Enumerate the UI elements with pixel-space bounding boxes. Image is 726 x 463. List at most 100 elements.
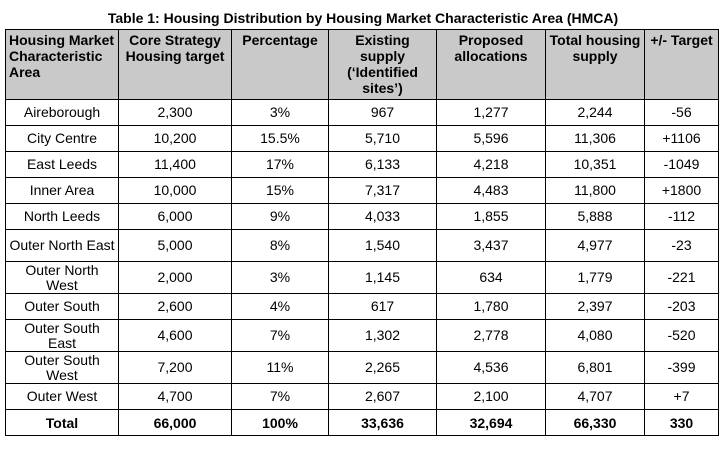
- cell-proposed-allocations: 3,437: [436, 229, 546, 262]
- table-header: Housing Market Characteristic Area Core …: [5, 29, 719, 100]
- cell-existing-supply: 1,145: [328, 261, 437, 294]
- cell-total-supply: 1,779: [545, 261, 645, 294]
- column-header-existing-supply: Existing supply (‘Identified sites’): [328, 29, 437, 100]
- cell-percentage: 4%: [231, 293, 329, 320]
- total-target: 66,000: [118, 409, 232, 436]
- cell-proposed-allocations: 1,855: [436, 203, 546, 230]
- cell-total-supply: 4,080: [545, 319, 645, 352]
- table-row: Outer North West 2,000 3% 1,145 634 1,77…: [5, 261, 719, 294]
- cell-area: City Centre: [5, 125, 119, 152]
- cell-total-supply: 6,801: [545, 351, 645, 384]
- total-percentage: 100%: [231, 409, 329, 436]
- cell-existing-supply: 617: [328, 293, 437, 320]
- cell-target: 6,000: [118, 203, 232, 230]
- cell-area: North Leeds: [5, 203, 119, 230]
- cell-target: 10,000: [118, 177, 232, 204]
- cell-percentage: 3%: [231, 99, 329, 126]
- cell-existing-supply: 7,317: [328, 177, 437, 204]
- total-proposed-allocations: 32,694: [436, 409, 546, 436]
- cell-target-difference: -399: [644, 351, 719, 384]
- cell-existing-supply: 1,540: [328, 229, 437, 262]
- cell-proposed-allocations: 1,780: [436, 293, 546, 320]
- table-caption: Table 1: Housing Distribution by Housing…: [107, 10, 619, 26]
- cell-target: 5,000: [118, 229, 232, 262]
- table-row: Outer South 2,600 4% 617 1,780 2,397 -20…: [5, 293, 719, 320]
- column-header-target-difference: +/- Target: [644, 29, 719, 100]
- cell-existing-supply: 967: [328, 99, 437, 126]
- cell-target: 11,400: [118, 151, 232, 178]
- table-row: City Centre 10,200 15.5% 5,710 5,596 11,…: [5, 125, 719, 152]
- column-header-core-strategy-target: Core Strategy Housing target: [118, 29, 232, 100]
- table-row: Outer North East 5,000 8% 1,540 3,437 4,…: [5, 229, 719, 262]
- cell-proposed-allocations: 2,100: [436, 383, 546, 410]
- cell-proposed-allocations: 634: [436, 261, 546, 294]
- cell-existing-supply: 6,133: [328, 151, 437, 178]
- table-row: Aireborough 2,300 3% 967 1,277 2,244 -56: [5, 99, 719, 126]
- cell-existing-supply: 4,033: [328, 203, 437, 230]
- table-row: North Leeds 6,000 9% 4,033 1,855 5,888 -…: [5, 203, 719, 230]
- total-housing-supply: 66,330: [545, 409, 645, 436]
- cell-target: 7,200: [118, 351, 232, 384]
- column-header-total-housing-supply: Total housing supply: [545, 29, 645, 100]
- cell-target-difference: +1800: [644, 177, 719, 204]
- cell-proposed-allocations: 4,483: [436, 177, 546, 204]
- table-row: Outer South West 7,200 11% 2,265 4,536 6…: [5, 351, 719, 384]
- column-header-proposed-allocations: Proposed allocations: [436, 29, 546, 100]
- cell-percentage: 3%: [231, 261, 329, 294]
- total-existing-supply: 33,636: [328, 409, 437, 436]
- cell-total-supply: 2,397: [545, 293, 645, 320]
- table-row: Outer West 4,700 7% 2,607 2,100 4,707 +7: [5, 383, 719, 410]
- cell-target-difference: -23: [644, 229, 719, 262]
- cell-percentage: 15.5%: [231, 125, 329, 152]
- cell-area: Outer North East: [5, 229, 119, 262]
- total-target-difference: 330: [644, 409, 719, 436]
- cell-proposed-allocations: 2,778: [436, 319, 546, 352]
- table-footer: Total 66,000 100% 33,636 32,694 66,330 3…: [5, 409, 719, 436]
- cell-percentage: 8%: [231, 229, 329, 262]
- cell-percentage: 7%: [231, 383, 329, 410]
- cell-percentage: 7%: [231, 319, 329, 352]
- column-header-hmca: Housing Market Characteristic Area: [5, 29, 119, 100]
- cell-area: Outer South: [5, 293, 119, 320]
- table-body: Aireborough 2,300 3% 967 1,277 2,244 -56…: [5, 99, 719, 410]
- cell-area: Inner Area: [5, 177, 119, 204]
- cell-area: East Leeds: [5, 151, 119, 178]
- cell-proposed-allocations: 5,596: [436, 125, 546, 152]
- cell-target: 2,300: [118, 99, 232, 126]
- cell-target-difference: -203: [644, 293, 719, 320]
- cell-total-supply: 4,977: [545, 229, 645, 262]
- cell-total-supply: 2,244: [545, 99, 645, 126]
- cell-target-difference: -112: [644, 203, 719, 230]
- cell-area: Outer South West: [5, 351, 119, 384]
- cell-proposed-allocations: 1,277: [436, 99, 546, 126]
- cell-existing-supply: 5,710: [328, 125, 437, 152]
- cell-total-supply: 11,800: [545, 177, 645, 204]
- cell-area: Outer South East: [5, 319, 119, 352]
- header-row: Housing Market Characteristic Area Core …: [5, 29, 719, 100]
- cell-target: 4,600: [118, 319, 232, 352]
- cell-target: 2,600: [118, 293, 232, 320]
- total-label: Total: [5, 409, 119, 436]
- cell-target-difference: -520: [644, 319, 719, 352]
- cell-area: Outer North West: [5, 261, 119, 294]
- cell-percentage: 9%: [231, 203, 329, 230]
- table-row: Outer South East 4,600 7% 1,302 2,778 4,…: [5, 319, 719, 352]
- table-row: East Leeds 11,400 17% 6,133 4,218 10,351…: [5, 151, 719, 178]
- cell-total-supply: 5,888: [545, 203, 645, 230]
- cell-existing-supply: 2,265: [328, 351, 437, 384]
- cell-area: Aireborough: [5, 99, 119, 126]
- cell-percentage: 11%: [231, 351, 329, 384]
- cell-target-difference: -56: [644, 99, 719, 126]
- cell-proposed-allocations: 4,536: [436, 351, 546, 384]
- cell-total-supply: 11,306: [545, 125, 645, 152]
- cell-total-supply: 10,351: [545, 151, 645, 178]
- cell-existing-supply: 1,302: [328, 319, 437, 352]
- cell-existing-supply: 2,607: [328, 383, 437, 410]
- cell-percentage: 17%: [231, 151, 329, 178]
- cell-target-difference: -1049: [644, 151, 719, 178]
- housing-distribution-table: Housing Market Characteristic Area Core …: [5, 29, 719, 436]
- cell-total-supply: 4,707: [545, 383, 645, 410]
- cell-target-difference: -221: [644, 261, 719, 294]
- cell-target-difference: +7: [644, 383, 719, 410]
- cell-percentage: 15%: [231, 177, 329, 204]
